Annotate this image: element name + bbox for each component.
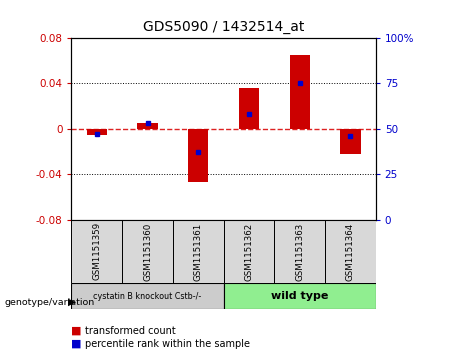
Text: ■: ■ <box>71 326 82 336</box>
Bar <box>340 129 361 154</box>
Bar <box>224 220 274 283</box>
Text: cystatin B knockout Cstb-/-: cystatin B knockout Cstb-/- <box>94 292 201 301</box>
Text: GSM1151360: GSM1151360 <box>143 222 152 281</box>
Text: GSM1151361: GSM1151361 <box>194 222 203 281</box>
Text: GSM1151359: GSM1151359 <box>92 222 101 281</box>
Text: percentile rank within the sample: percentile rank within the sample <box>85 339 250 349</box>
Bar <box>71 283 224 309</box>
Bar <box>224 283 376 309</box>
Text: GSM1151364: GSM1151364 <box>346 222 355 281</box>
Text: ■: ■ <box>71 339 82 349</box>
Bar <box>325 220 376 283</box>
Text: GSM1151362: GSM1151362 <box>244 222 254 281</box>
Bar <box>122 220 173 283</box>
Text: genotype/variation: genotype/variation <box>5 298 95 306</box>
Bar <box>274 220 325 283</box>
Bar <box>173 220 224 283</box>
Bar <box>137 123 158 129</box>
Bar <box>71 220 122 283</box>
Text: wild type: wild type <box>271 291 328 301</box>
Bar <box>188 129 208 182</box>
Bar <box>290 55 310 129</box>
Bar <box>87 129 107 135</box>
Title: GDS5090 / 1432514_at: GDS5090 / 1432514_at <box>143 20 304 34</box>
Text: GSM1151363: GSM1151363 <box>295 222 304 281</box>
Text: transformed count: transformed count <box>85 326 176 336</box>
Bar <box>239 88 259 129</box>
Text: ▶: ▶ <box>68 297 76 307</box>
